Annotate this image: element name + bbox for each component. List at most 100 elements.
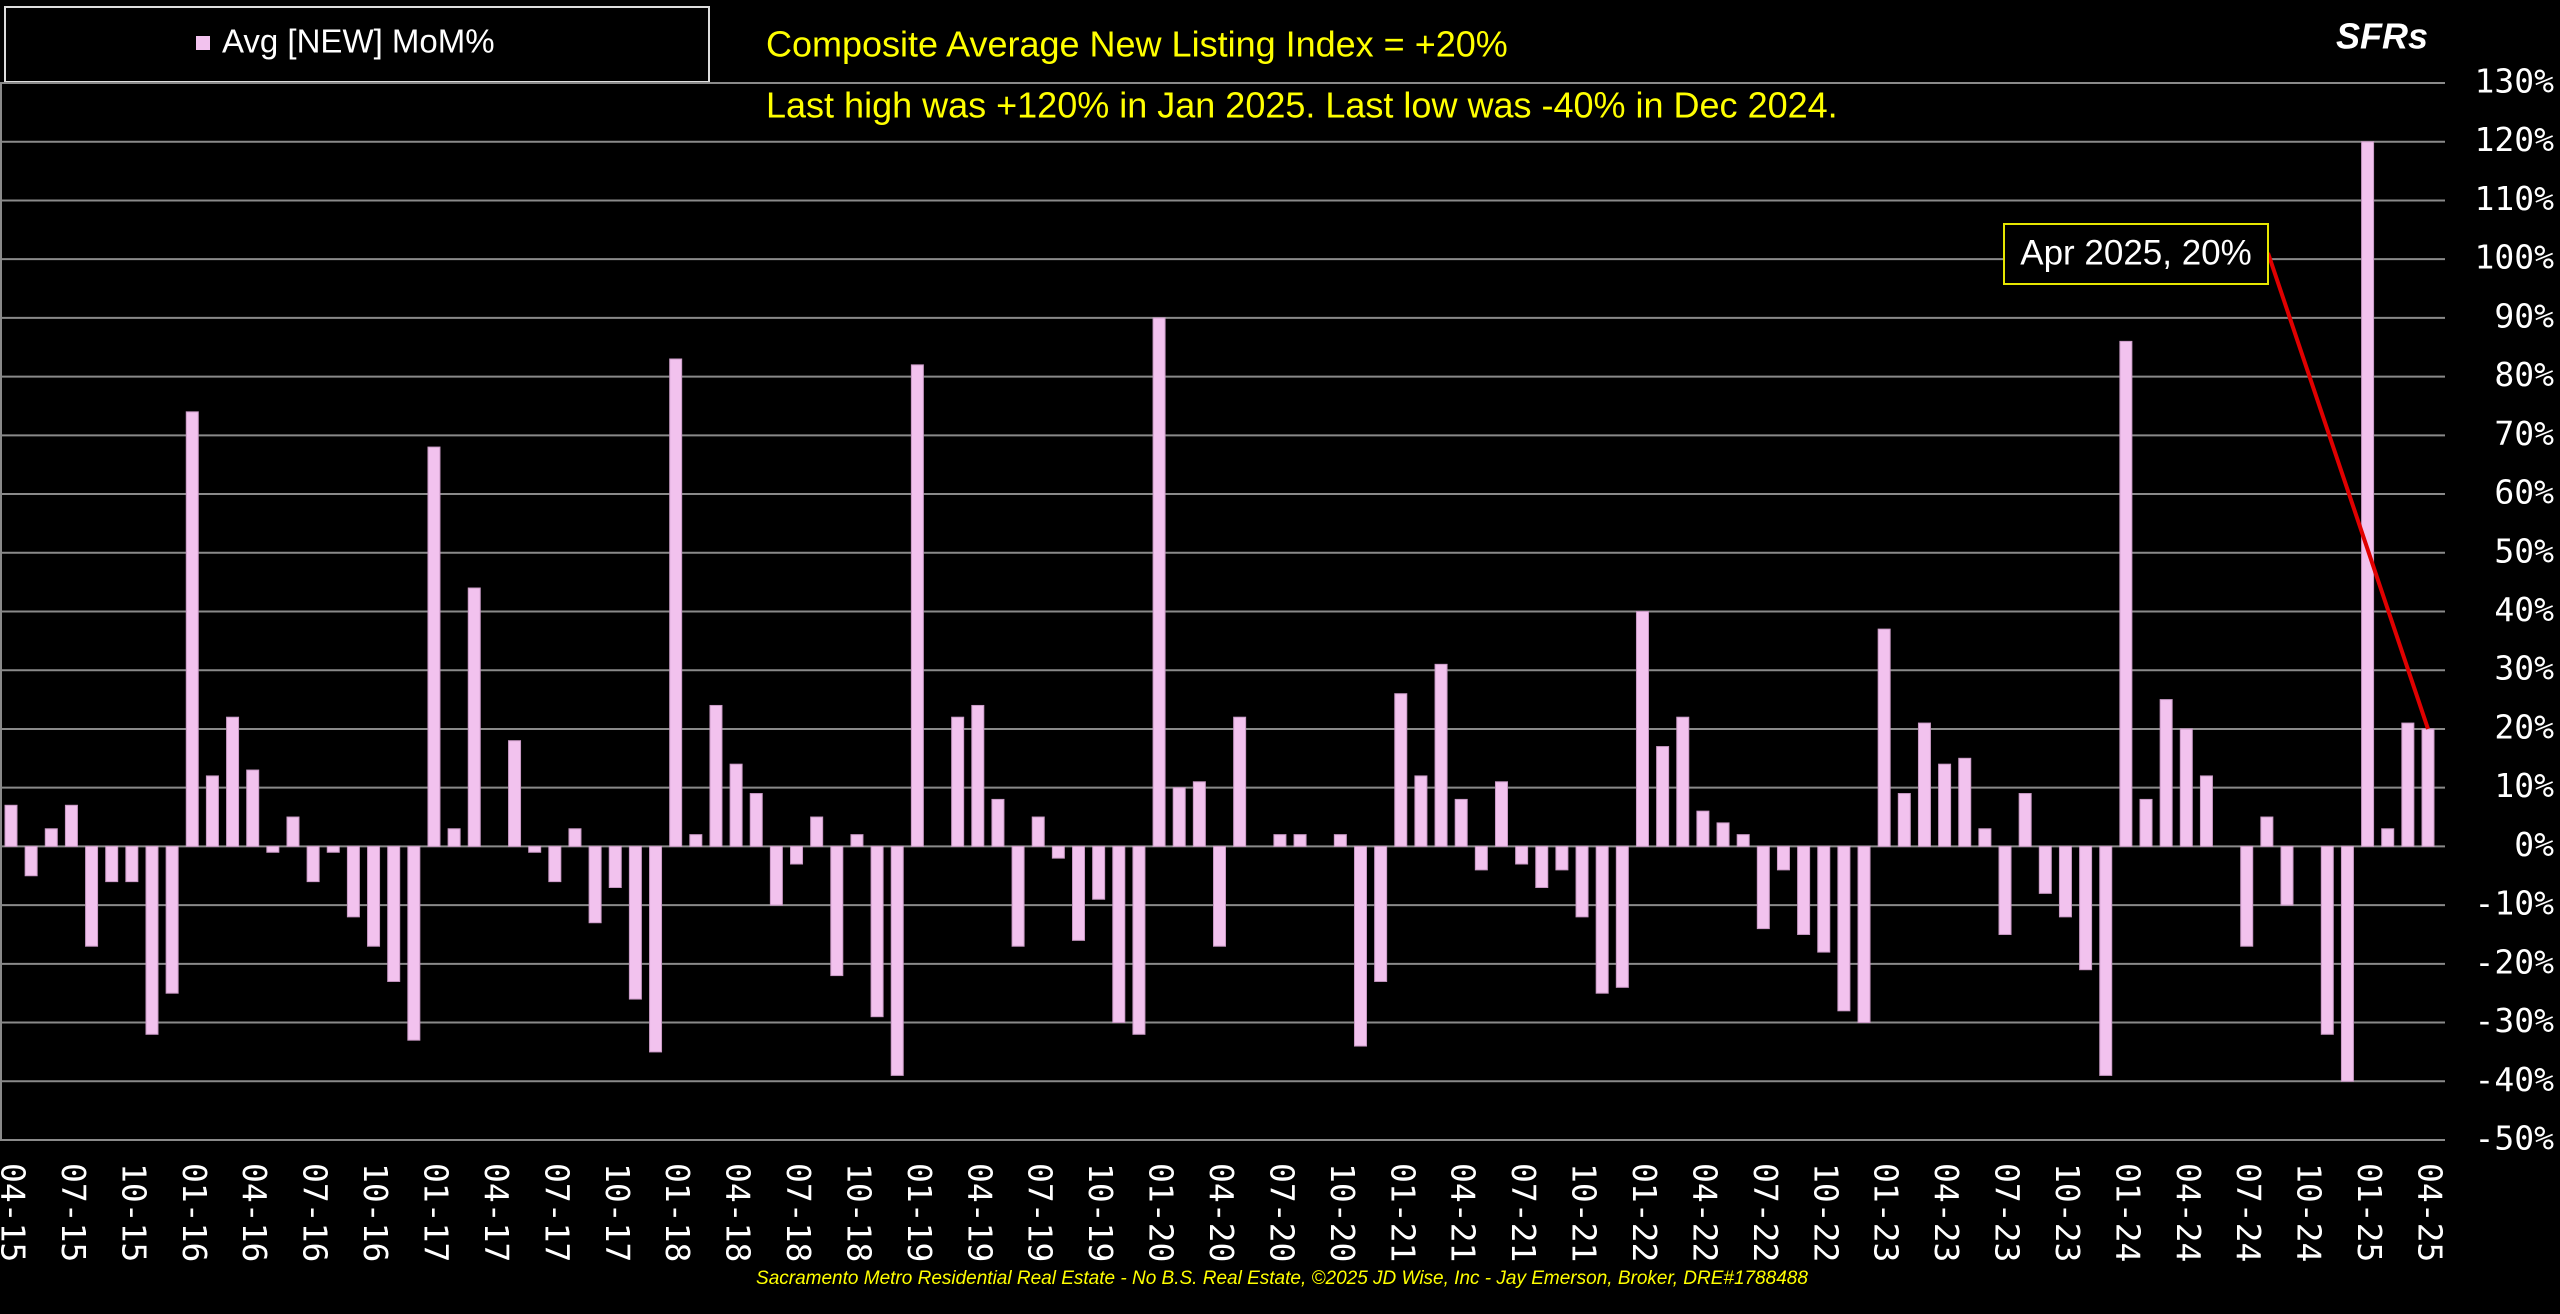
bar xyxy=(1595,845,1609,994)
bar xyxy=(2099,845,2113,1076)
bar xyxy=(2401,722,2415,847)
bar xyxy=(1897,793,1911,847)
bar xyxy=(1394,693,1408,847)
bar xyxy=(1877,628,1891,847)
bar xyxy=(749,793,763,847)
source-note: Sacramento Metro Residential Real Estate… xyxy=(756,1268,1808,1289)
bar xyxy=(346,845,360,918)
x-tick-label: 07-21 xyxy=(1504,1163,1543,1262)
y-tick-label: -40% xyxy=(2475,1060,2555,1099)
bar xyxy=(2119,340,2133,847)
y-tick-label: 130% xyxy=(2475,62,2555,101)
bar xyxy=(1515,845,1529,865)
x-tick-label: 07-19 xyxy=(1021,1163,1060,1262)
bar xyxy=(125,845,139,883)
bar xyxy=(508,740,522,847)
x-tick-label: 04-15 xyxy=(0,1163,33,1262)
bar xyxy=(1072,845,1086,941)
x-tick-label: 04-21 xyxy=(1444,1163,1483,1262)
bar xyxy=(971,704,985,847)
bar xyxy=(1273,834,1287,847)
bar xyxy=(890,845,904,1076)
chart-subtitle: Last high was +120% in Jan 2025. Last lo… xyxy=(766,85,1838,126)
legend-swatch xyxy=(196,36,210,50)
bar xyxy=(427,446,441,847)
x-tick-label: 01-19 xyxy=(900,1163,939,1262)
x-tick-label: 07-24 xyxy=(2229,1163,2268,1262)
bar xyxy=(1152,317,1166,847)
bar xyxy=(1817,845,1831,953)
bar xyxy=(1716,822,1730,847)
bar xyxy=(1575,845,1589,918)
x-tick-label: 01-22 xyxy=(1625,1163,1664,1262)
bar xyxy=(528,845,542,853)
bar xyxy=(2038,845,2052,894)
bar xyxy=(568,828,582,847)
bar xyxy=(2361,141,2375,847)
bar xyxy=(1112,845,1126,1024)
x-tick-label: 10-17 xyxy=(598,1163,637,1262)
bar xyxy=(2079,845,2093,971)
bar xyxy=(709,704,723,847)
x-tick-label: 07-23 xyxy=(1988,1163,2027,1262)
x-tick-label: 07-20 xyxy=(1262,1163,1301,1262)
bar xyxy=(1434,663,1448,847)
y-tick-label: 120% xyxy=(2475,120,2555,159)
y-tick-label: 30% xyxy=(2494,649,2554,688)
bar xyxy=(1454,798,1468,847)
bar xyxy=(165,845,179,994)
bar xyxy=(649,845,663,1053)
bar xyxy=(1656,746,1670,847)
bar xyxy=(1978,828,1992,847)
bar xyxy=(1837,845,1851,1012)
bar xyxy=(1172,787,1186,847)
x-tick-label: 04-16 xyxy=(235,1163,274,1262)
bar xyxy=(1494,781,1508,847)
bar xyxy=(105,845,119,883)
bar xyxy=(1958,757,1972,847)
y-tick-label: 70% xyxy=(2494,414,2554,453)
x-tick-label: 01-25 xyxy=(2350,1163,2389,1262)
bar xyxy=(548,845,562,883)
y-tick-label: 50% xyxy=(2494,531,2554,570)
bar xyxy=(790,845,804,865)
bar xyxy=(326,845,340,853)
y-tick-label: -10% xyxy=(2475,884,2555,923)
bar xyxy=(1474,845,1488,871)
y-tick-label: 0% xyxy=(2514,825,2554,864)
bar xyxy=(1051,845,1065,859)
bar xyxy=(1555,845,1569,871)
x-tick-label: 04-20 xyxy=(1202,1163,1241,1262)
bar xyxy=(226,716,240,847)
x-tick-label: 10-18 xyxy=(839,1163,878,1262)
y-tick-label: -30% xyxy=(2475,1001,2555,1040)
x-tick-label: 04-23 xyxy=(1927,1163,1966,1262)
y-tick-label: 100% xyxy=(2475,238,2555,277)
chart-title: Composite Average New Listing Index = +2… xyxy=(766,24,1508,65)
x-tick-label: 07-22 xyxy=(1746,1163,1785,1262)
x-tick-label: 01-16 xyxy=(175,1163,214,1262)
bar xyxy=(1696,810,1710,847)
bar xyxy=(2139,798,2153,847)
y-tick-label: 40% xyxy=(2494,590,2554,629)
x-tick-label: 07-18 xyxy=(779,1163,818,1262)
bar xyxy=(1031,816,1045,847)
bar xyxy=(286,816,300,847)
bar xyxy=(85,845,99,947)
corner-label: SFRs xyxy=(2336,16,2428,57)
bar xyxy=(689,834,703,847)
bar xyxy=(306,845,320,883)
x-tick-label: 01-20 xyxy=(1142,1163,1181,1262)
bar xyxy=(1615,845,1629,988)
bar xyxy=(1998,845,2012,935)
bar xyxy=(2240,845,2254,947)
bar xyxy=(2381,828,2395,847)
bar xyxy=(1736,834,1750,847)
x-tick-label: 07-16 xyxy=(296,1163,335,1262)
bar xyxy=(1756,845,1770,930)
bar xyxy=(588,845,602,924)
bar xyxy=(266,845,280,853)
x-tick-label: 10-24 xyxy=(2290,1163,2329,1262)
